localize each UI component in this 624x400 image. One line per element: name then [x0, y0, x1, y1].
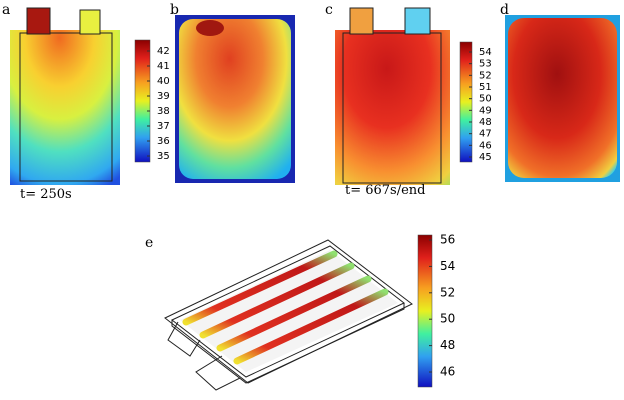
colorbar-tick-label: 37 [157, 121, 170, 132]
colorbar-tick-label: 42 [157, 46, 170, 57]
colorbar-tick-label: 52 [479, 70, 492, 81]
colorbar-tick-label: 51 [479, 82, 492, 93]
colorbar-tick-label: 46 [440, 365, 455, 379]
plate-outline [164, 239, 413, 391]
colorbar [134, 39, 151, 163]
colorbar [459, 41, 473, 163]
colorbar-tick-label: 49 [479, 105, 492, 116]
colorbar [417, 234, 433, 388]
cell-outline [19, 32, 113, 182]
colorbar-tick-label: 52 [440, 285, 455, 299]
hot-spot [196, 20, 224, 36]
thermal-map [10, 30, 120, 185]
tab [349, 7, 374, 35]
colorbar-tick-label: 47 [479, 129, 492, 140]
thermal-map [508, 18, 617, 178]
cooling-strip [182, 250, 389, 365]
panel-label: e [145, 235, 153, 251]
colorbar-tick-label: 48 [479, 117, 492, 128]
colorbar-tick-label: 56 [440, 233, 455, 247]
panel-label: b [170, 2, 179, 18]
thermal-map [335, 30, 450, 185]
colorbar-tick-label: 54 [440, 259, 455, 273]
colorbar-tick-label: 50 [440, 312, 455, 326]
tab [26, 7, 51, 35]
panel-label: d [500, 2, 509, 18]
tab [79, 9, 101, 35]
colorbar-tick-label: 46 [479, 140, 492, 151]
colorbar-tick-label: 35 [157, 151, 170, 162]
tab [404, 7, 431, 35]
colorbar-tick-label: 36 [157, 136, 170, 147]
thermal-map [179, 19, 291, 179]
colorbar-tick-label: 54 [479, 47, 492, 58]
colorbar-tick-label: 39 [157, 91, 170, 102]
colorbar-tick-label: 38 [157, 106, 170, 117]
panel-label: c [325, 2, 333, 18]
caption: t= 250s [20, 187, 72, 202]
colorbar-tick-label: 48 [440, 338, 455, 352]
colorbar-tick-label: 45 [479, 152, 492, 163]
panel-label: a [2, 2, 10, 18]
colorbar-tick-label: 50 [479, 94, 492, 105]
cell-outline [342, 32, 442, 184]
colorbar-tick-label: 41 [157, 61, 170, 72]
caption: t= 667s/end [345, 183, 426, 198]
colorbar-tick-label: 53 [479, 59, 492, 70]
colorbar-tick-label: 40 [157, 76, 170, 87]
